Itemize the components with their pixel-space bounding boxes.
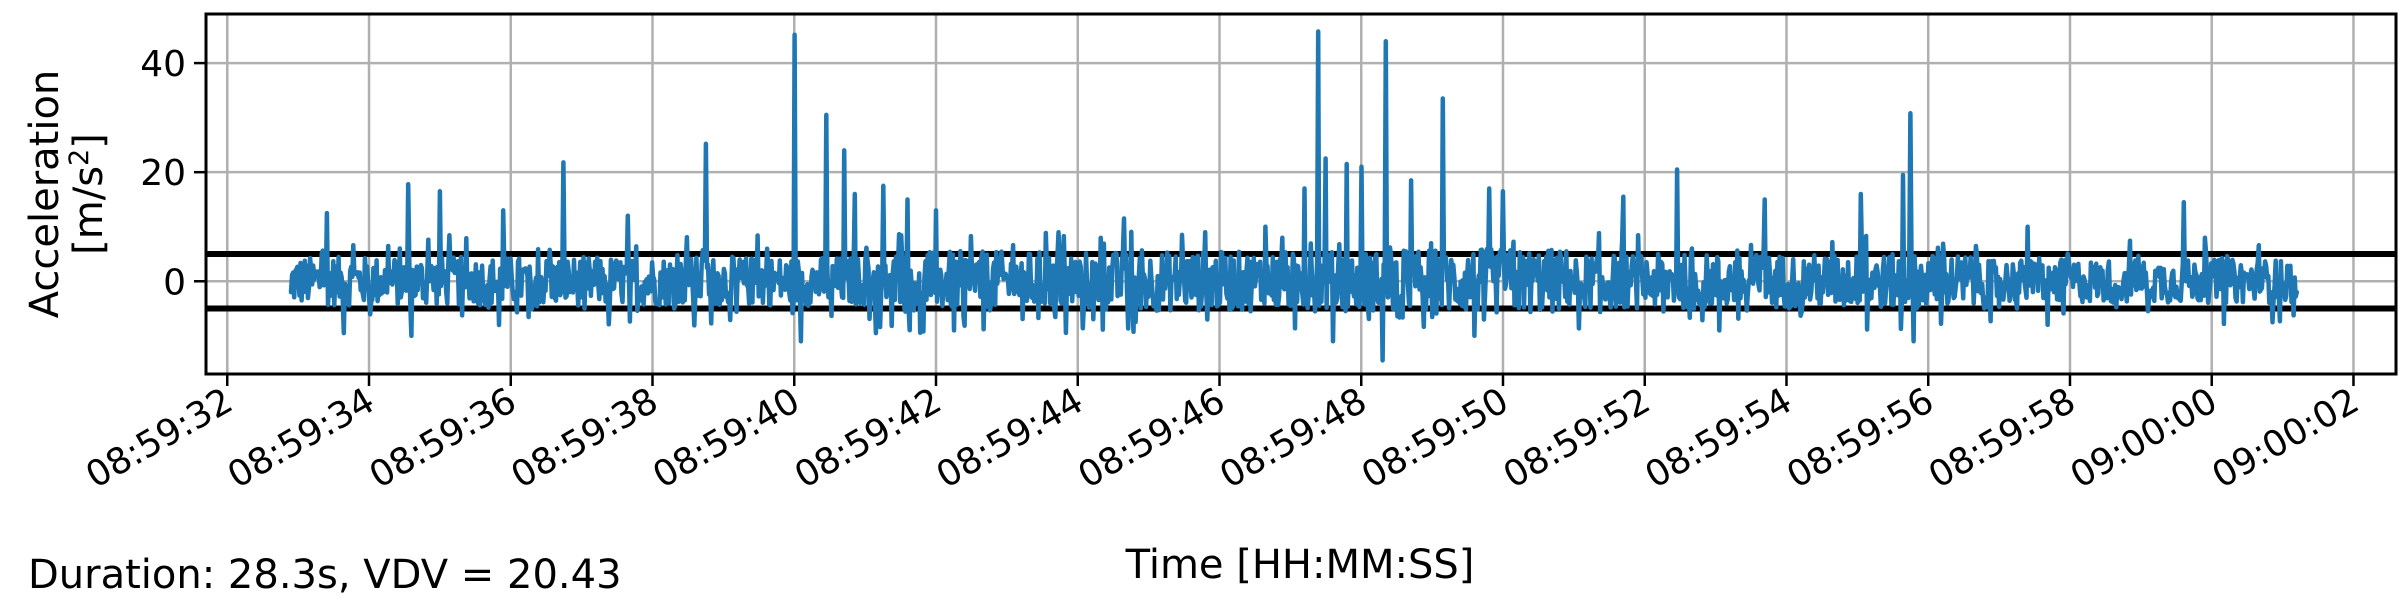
- y-tick-label: 20: [140, 153, 186, 194]
- threshold-lines: [206, 251, 2396, 312]
- y-axis-title-unit-close: ]: [66, 133, 112, 149]
- x-tick-label: 08:59:36: [363, 380, 524, 496]
- x-tick-label: 08:59:58: [1922, 380, 2083, 496]
- y-axis-title-unit-exponent: 2: [64, 149, 95, 166]
- x-tick-label: 08:59:34: [221, 380, 382, 496]
- y-tick-label: 0: [163, 262, 186, 303]
- y-axis-ticks: 0 20 40: [140, 44, 206, 303]
- x-tick-label: 08:59:56: [1780, 380, 1941, 496]
- x-tick-label: 08:59:32: [79, 380, 240, 496]
- x-tick-label: 08:59:40: [646, 380, 807, 496]
- acceleration-series-line: [288, 29, 2300, 363]
- y-axis-title-line2: [m/s2]: [64, 133, 112, 255]
- y-tick-label: 40: [140, 44, 186, 85]
- x-tick-label: 08:59:44: [930, 380, 1091, 496]
- x-axis-title: Time [HH:MM:SS]: [1125, 542, 1475, 588]
- x-tick-label: 08:59:50: [1355, 380, 1516, 496]
- x-axis-ticks: 08:59:3208:59:3408:59:3608:59:3808:59:40…: [79, 374, 2366, 497]
- duration-vdv-caption: Duration: 28.3s, VDV = 20.43: [28, 552, 622, 598]
- x-tick-label: 08:59:54: [1638, 380, 1799, 496]
- y-axis-title: Acceleration [m/s2]: [22, 70, 112, 319]
- x-tick-label: 08:59:38: [504, 380, 665, 496]
- y-axis-title-line1: Acceleration: [22, 70, 68, 319]
- x-tick-label: 09:00:00: [2064, 380, 2225, 496]
- x-tick-label: 08:59:46: [1071, 380, 1232, 496]
- x-tick-label: 08:59:42: [788, 380, 949, 496]
- y-axis-title-unit: [m/s: [66, 166, 112, 255]
- x-tick-label: 09:00:02: [2205, 380, 2366, 496]
- x-tick-label: 08:59:52: [1497, 380, 1658, 496]
- grid-lines: [206, 14, 2396, 374]
- x-tick-label: 08:59:48: [1213, 380, 1374, 496]
- plot-frame: [204, 12, 2398, 376]
